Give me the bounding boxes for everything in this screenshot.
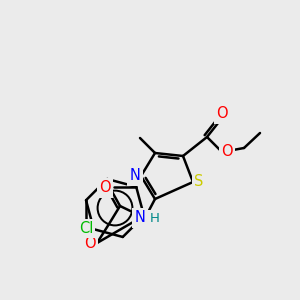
Text: Cl: Cl	[79, 221, 93, 236]
Text: O: O	[84, 236, 96, 250]
Text: N: N	[135, 211, 146, 226]
Text: O: O	[216, 106, 228, 122]
Text: N: N	[130, 169, 140, 184]
Text: O: O	[99, 181, 111, 196]
Text: H: H	[150, 212, 160, 224]
Text: O: O	[221, 145, 233, 160]
Text: S: S	[194, 175, 204, 190]
